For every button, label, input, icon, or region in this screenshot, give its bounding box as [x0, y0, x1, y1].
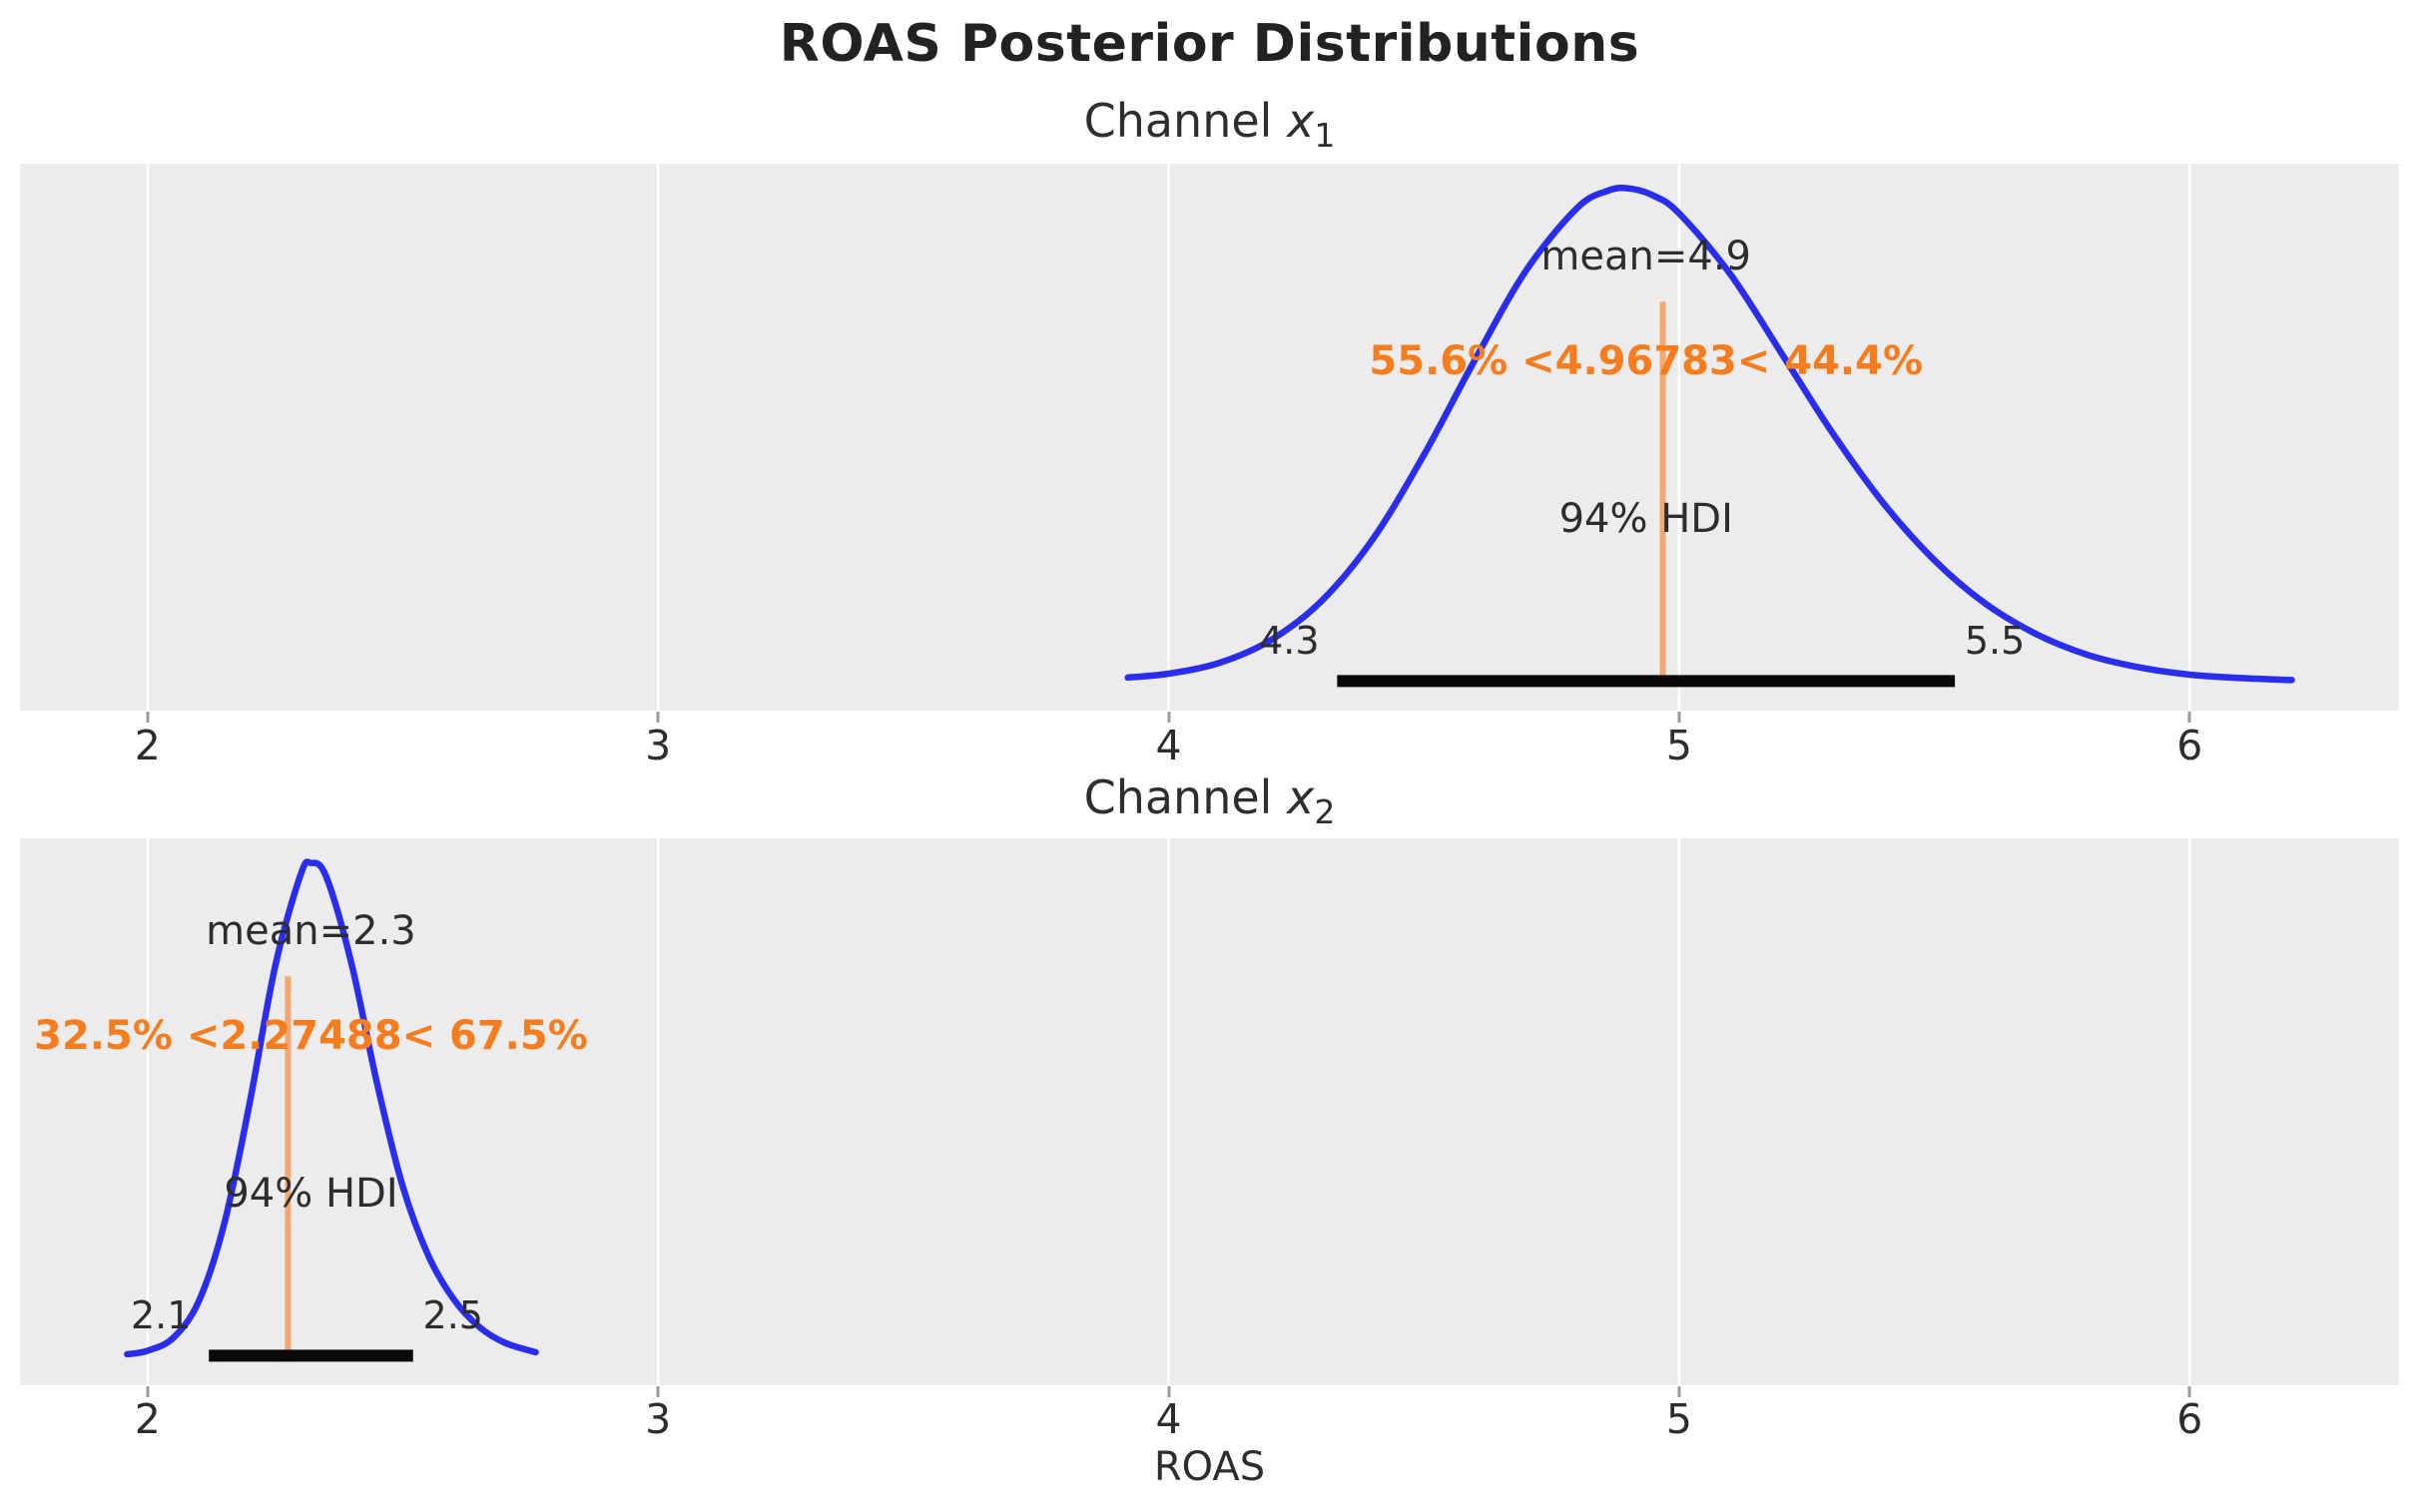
subplot-title-subscript: 1 [1314, 116, 1336, 156]
x-tick-label: 6 [2176, 1395, 2203, 1443]
x-tick-mark [656, 1386, 660, 1397]
x-tick-mark [2187, 712, 2191, 723]
subplot-title-x1: Channel x1 [0, 94, 2419, 155]
ref-value-probability-label: 55.6% <4.96783< 44.4% [1369, 338, 1924, 385]
mean-label: mean=4.9 [1540, 233, 1752, 279]
x-tick-mark [1167, 1386, 1171, 1397]
figure-title: ROAS Posterior Distributions [779, 14, 1640, 74]
x-tick-label: 5 [1665, 722, 1692, 769]
x-tick-label: 6 [2176, 722, 2203, 769]
plot-area-x2: mean=2.3 32.5% <2.27488< 67.5% 94% HDI 2… [20, 838, 2399, 1385]
subplot-title-text: Channel [1083, 770, 1288, 824]
hdi-title-label: 94% HDI [224, 1170, 398, 1217]
subplot-title-var: x [1287, 770, 1315, 824]
subplot-title-subscript: 2 [1314, 792, 1336, 832]
hdi-lower-bound-label: 2.1 [130, 1292, 192, 1337]
mean-label: mean=2.3 [206, 907, 416, 954]
x-tick-mark [1677, 1386, 1681, 1397]
kde-plot-svg-x1 [146, 164, 2295, 711]
kde-curve [124, 858, 539, 1358]
hdi-bar [209, 1349, 413, 1362]
kde-plot-svg-x2 [124, 838, 2191, 1385]
x-tick-label: 5 [1665, 1395, 1692, 1443]
x-tick-mark [146, 1386, 150, 1397]
x-tick-label: 2 [134, 1395, 161, 1443]
x-axis-label: ROAS [1153, 1444, 1266, 1490]
x-tick-label: 3 [645, 1395, 672, 1443]
x-tick-label: 4 [1155, 1395, 1182, 1443]
subplot-title-x2: Channel x2 [0, 770, 2419, 831]
x-tick-mark [146, 712, 150, 723]
x-tick-label: 3 [645, 722, 672, 769]
x-tick-mark [656, 712, 660, 723]
x-tick-mark [1677, 712, 1681, 723]
x-tick-label: 2 [134, 722, 161, 769]
x-tick-label: 4 [1155, 722, 1182, 769]
hdi-bar [1337, 675, 1956, 688]
x-tick-mark [1167, 712, 1171, 723]
kde-curve [1124, 185, 2295, 684]
subplot-title-text: Channel [1083, 94, 1288, 148]
plot-area-x1: mean=4.9 55.6% <4.96783< 44.4% 94% HDI 4… [20, 164, 2399, 711]
subplot-title-var: x [1287, 94, 1315, 148]
x-tick-mark [2187, 1386, 2191, 1397]
hdi-title-label: 94% HDI [1558, 495, 1733, 542]
ref-value-probability-label: 32.5% <2.27488< 67.5% [34, 1013, 588, 1060]
hdi-upper-bound-label: 5.5 [1964, 618, 2026, 663]
hdi-lower-bound-label: 4.3 [1259, 618, 1320, 663]
hdi-upper-bound-label: 2.5 [422, 1292, 483, 1337]
